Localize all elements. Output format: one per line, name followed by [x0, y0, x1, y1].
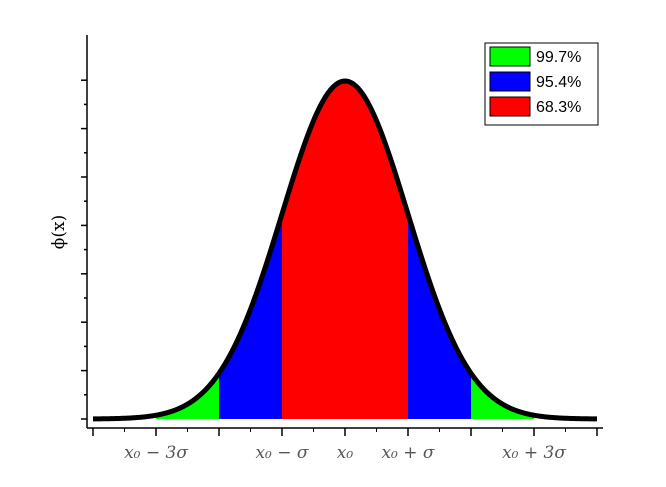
x-ticks — [92, 428, 598, 436]
x-tick-labels: x₀ − 3σ x₀ − σ x₀ x₀ + σ x₀ + 3σ — [124, 443, 566, 463]
legend-swatch — [489, 71, 531, 92]
x-tick-label: x₀ + σ — [381, 443, 434, 463]
legend: 99.7% 95.4% 68.3% — [484, 42, 599, 126]
density-curve — [91, 78, 599, 422]
band-68.3% — [282, 81, 408, 419]
y-ticks — [81, 79, 87, 420]
x-tick-label: x₀ − 3σ — [124, 443, 188, 463]
x-tick-label: x₀ + 3σ — [502, 443, 566, 463]
legend-swatch — [489, 46, 531, 67]
x-tick-label: x₀ − σ — [255, 443, 308, 463]
legend-swatch — [489, 96, 531, 117]
legend-label: 95.4% — [536, 74, 581, 91]
shaded-bands — [156, 81, 534, 419]
legend-label: 68.3% — [536, 99, 581, 116]
y-axis-label: ϕ(x) — [49, 215, 69, 249]
legend-label: 99.7% — [536, 49, 581, 66]
x-tick-label: x₀ — [337, 443, 354, 463]
